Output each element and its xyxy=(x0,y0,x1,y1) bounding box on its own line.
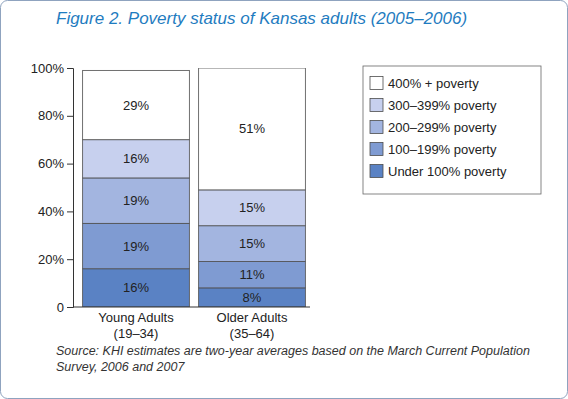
legend-label: 100–199% poverty xyxy=(388,142,497,157)
legend: 400% + poverty 300–399% poverty 200–299% p… xyxy=(363,66,541,194)
bar-segment xyxy=(199,226,306,262)
data-label: 11% xyxy=(239,267,264,282)
data-label: 19% xyxy=(123,193,149,208)
y-tick: 40% xyxy=(38,204,73,219)
data-labels: 16% 8% 19% 11% 19% 15% 16% 15% 29% 51% xyxy=(123,98,265,305)
y-tick-mark xyxy=(67,164,73,165)
legend-box xyxy=(363,66,541,194)
legend-swatch xyxy=(370,143,383,156)
bar-segment xyxy=(199,190,306,226)
y-tick-mark xyxy=(67,211,73,212)
bar-segment xyxy=(199,288,306,307)
y-tick-label: 80% xyxy=(38,108,64,123)
x-tick-label: Older Adults(35–64) xyxy=(217,310,288,341)
legend-swatch xyxy=(370,165,383,178)
data-label: 29% xyxy=(123,98,149,113)
bar-segment xyxy=(199,262,306,288)
bar-segment xyxy=(83,178,190,223)
data-label: 16% xyxy=(123,280,149,295)
legend-label: 400% + poverty xyxy=(388,76,479,91)
legend-swatch xyxy=(370,77,383,90)
legend-swatch xyxy=(370,121,383,134)
frame xyxy=(1,1,568,399)
y-tick: 0 xyxy=(57,300,73,315)
bar-segment xyxy=(83,269,190,307)
source: Source: KHI estimates are two-year avera… xyxy=(56,343,561,375)
bar-segment xyxy=(199,68,306,190)
y-tick-label: 20% xyxy=(38,252,64,267)
data-label: 8% xyxy=(243,290,262,305)
data-label: 15% xyxy=(239,200,265,215)
y-tick-label: 0 xyxy=(57,300,64,315)
y-tick-mark xyxy=(67,259,73,260)
chart: Figure 2. Poverty status of Kansas adult… xyxy=(0,0,568,399)
x-tick: Older Adults(35–64) xyxy=(217,310,288,341)
y-tick-mark xyxy=(67,116,73,117)
x-axis-line xyxy=(73,307,310,308)
y-tick: 20% xyxy=(38,252,73,267)
data-label: 15% xyxy=(239,236,265,251)
bar-segment xyxy=(83,140,190,178)
y-axis-line xyxy=(67,69,74,308)
y-tick-label: 40% xyxy=(38,204,64,219)
y-tick-label: 60% xyxy=(38,156,64,171)
data-label: 16% xyxy=(123,151,149,166)
y-tick-mark xyxy=(67,68,73,69)
y-tick-label: 100% xyxy=(31,61,65,76)
x-tick-label: Young Adults(19–34) xyxy=(98,310,174,341)
y-tick-mark xyxy=(67,307,73,308)
y-tick: 60% xyxy=(38,156,73,171)
y-tick: 80% xyxy=(38,108,73,123)
legend-swatch xyxy=(370,99,383,112)
bars xyxy=(83,68,306,307)
y-tick: 100% xyxy=(31,61,73,76)
bar-segment xyxy=(83,223,190,268)
legend-label: 300–399% poverty xyxy=(388,98,497,113)
legend-label: 200–299% poverty xyxy=(388,120,497,135)
data-label: 19% xyxy=(123,239,149,254)
title: Figure 2. Poverty status of Kansas adult… xyxy=(56,9,467,28)
y-axis: 0 20% 40% 60% 80% 100% xyxy=(31,61,74,315)
x-axis: Young Adults(19–34) Older Adults(35–64) xyxy=(73,307,310,341)
x-tick: Young Adults(19–34) xyxy=(98,310,174,341)
bar-segment xyxy=(83,70,190,139)
legend-label: Under 100% poverty xyxy=(388,164,507,179)
data-label: 51% xyxy=(239,121,265,136)
